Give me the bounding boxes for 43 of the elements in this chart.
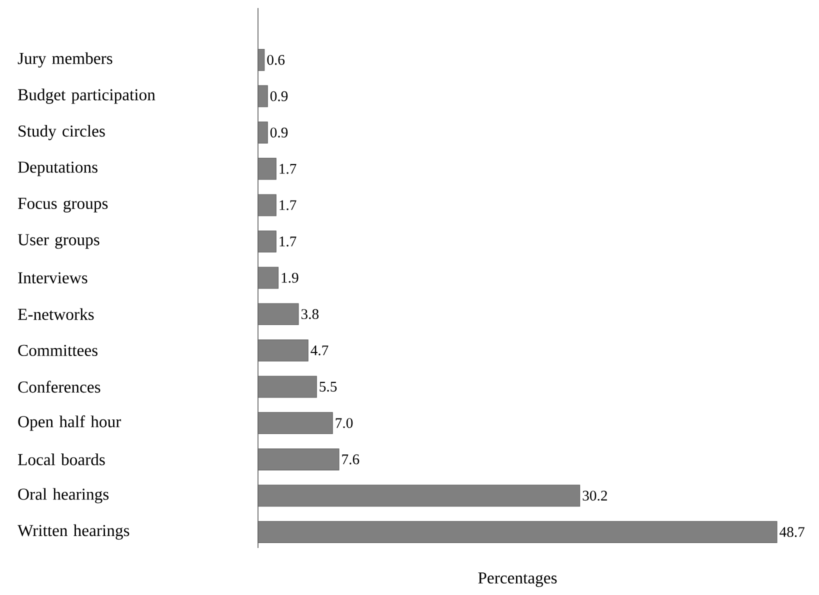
data-label: 7.0 (336, 418, 353, 428)
y-tick-label: Focus groups (18, 198, 108, 212)
bar (258, 303, 299, 326)
bar (258, 412, 333, 434)
bar (258, 266, 279, 289)
y-tick-label: Study circles (18, 124, 105, 140)
data-label: 1.9 (282, 272, 298, 283)
data-label: 3.8 (301, 309, 319, 320)
y-tick-label: Budget participation (18, 88, 156, 104)
data-label: 0.9 (270, 128, 288, 138)
y-tick-label: Interviews (18, 272, 88, 284)
bar (258, 340, 308, 362)
data-label: 0.6 (267, 54, 285, 65)
y-tick-label: User groups (18, 234, 100, 249)
y-tick-label: Conferences (18, 380, 100, 393)
bar (258, 484, 580, 507)
x-axis-title: Percentages (478, 572, 557, 587)
y-tick-label: Oral hearings (18, 488, 109, 504)
bar (258, 48, 265, 71)
bar (258, 376, 317, 398)
y-tick-label: Local boards (18, 454, 105, 466)
data-label: 5.5 (320, 382, 337, 392)
y-tick-label: Deputations (18, 162, 98, 176)
bar (258, 448, 340, 470)
y-tick-label: Committees (18, 344, 98, 356)
y-tick-label: Open half hour (18, 415, 122, 431)
data-label: 48.7 (780, 527, 804, 537)
bar (258, 230, 276, 252)
bar (258, 194, 276, 216)
data-label: 1.7 (280, 236, 296, 246)
data-label: 1.7 (280, 164, 296, 174)
bar (258, 85, 268, 108)
y-tick-label: E-networks (18, 308, 94, 320)
data-label: 1.7 (280, 200, 296, 210)
bar (258, 158, 276, 180)
y-tick-label: Written hearings (18, 524, 130, 540)
data-label: 0.9 (270, 91, 288, 102)
bar (258, 521, 778, 543)
bar (258, 122, 268, 144)
data-label: 30.2 (582, 490, 607, 501)
data-label: 4.7 (310, 346, 328, 356)
y-tick-label: Jury members (18, 52, 112, 68)
data-label: 7.6 (342, 454, 360, 464)
